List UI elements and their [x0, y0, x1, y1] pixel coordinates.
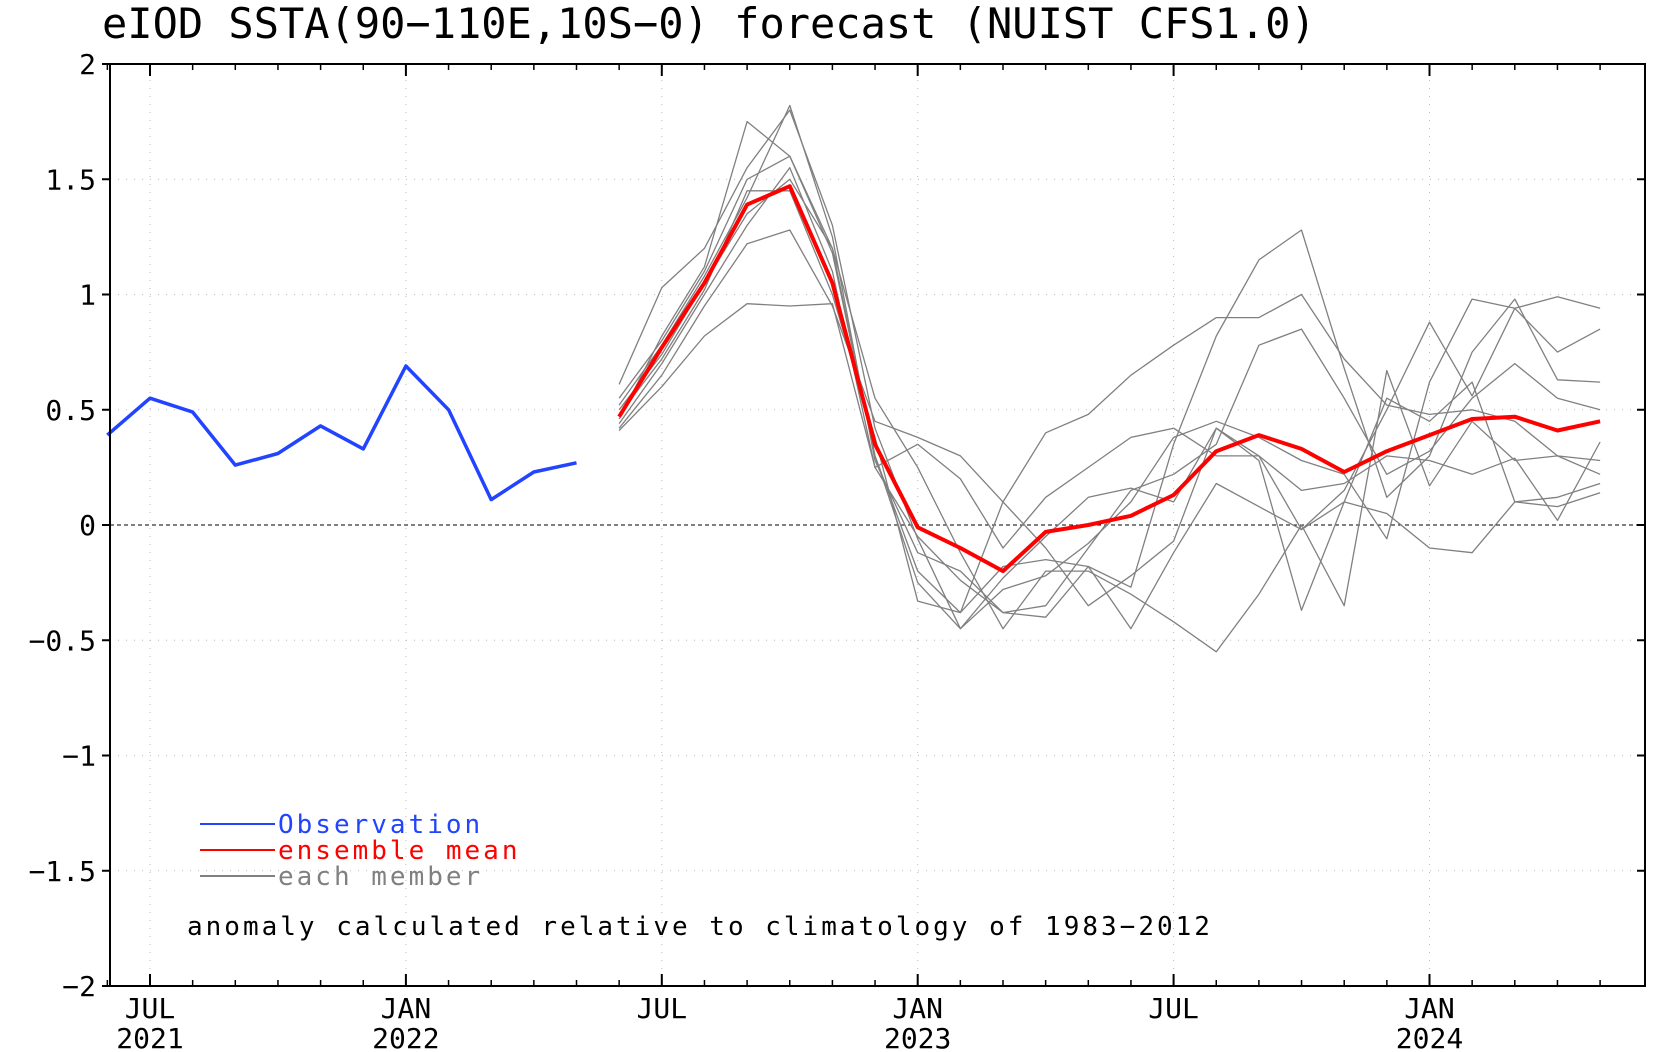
legend-label: Observation — [278, 810, 483, 840]
y-tick-label: −1.5 — [29, 855, 96, 888]
y-tick-label: −2 — [62, 970, 96, 1003]
member-line — [618, 229, 1601, 503]
legend-label: each member — [278, 862, 483, 892]
y-tick-label: 0.5 — [45, 394, 96, 427]
ensemble-mean-line — [617, 184, 1601, 574]
annotation: anomaly calculated relative to climatolo… — [187, 912, 1213, 942]
x-tick-label: JUL — [1148, 992, 1199, 1025]
x-tick-year-label: 2023 — [884, 1022, 951, 1052]
gridlines — [110, 64, 1645, 986]
x-tick-year-label: 2022 — [372, 1022, 439, 1052]
x-tick-year-label: 2024 — [1396, 1022, 1463, 1052]
member-line — [618, 104, 1601, 618]
observation-line — [106, 364, 577, 502]
member-line — [618, 155, 1601, 614]
x-tick-label: JUL — [125, 992, 176, 1025]
x-tick-label: JAN — [381, 992, 432, 1025]
x-tick-year-label: 2021 — [116, 1022, 183, 1052]
y-axis: 2 1.5 1 0.5 0 −0.5 −1 −1.5 −2 — [29, 48, 1645, 1003]
member-line — [618, 303, 1601, 549]
y-tick-label: 2 — [79, 48, 96, 81]
y-tick-label: 1 — [79, 279, 96, 312]
member-line — [618, 120, 1601, 630]
chart-title: eIOD SSTA(90−110E,10S−0) forecast (NUIST… — [102, 0, 1316, 48]
x-tick-label: JAN — [892, 992, 943, 1025]
y-tick-label: 0 — [79, 509, 96, 542]
member-line — [618, 167, 1601, 614]
member-lines — [618, 104, 1601, 653]
x-tick-label: JAN — [1404, 992, 1455, 1025]
legend-label: ensemble mean — [278, 836, 521, 866]
series-lines — [106, 184, 1601, 574]
y-tick-label: −1 — [62, 740, 96, 773]
member-line — [618, 178, 1601, 653]
x-tick-label: JUL — [637, 992, 688, 1025]
y-tick-label: 1.5 — [45, 163, 96, 196]
y-tick-label: −0.5 — [29, 624, 96, 657]
